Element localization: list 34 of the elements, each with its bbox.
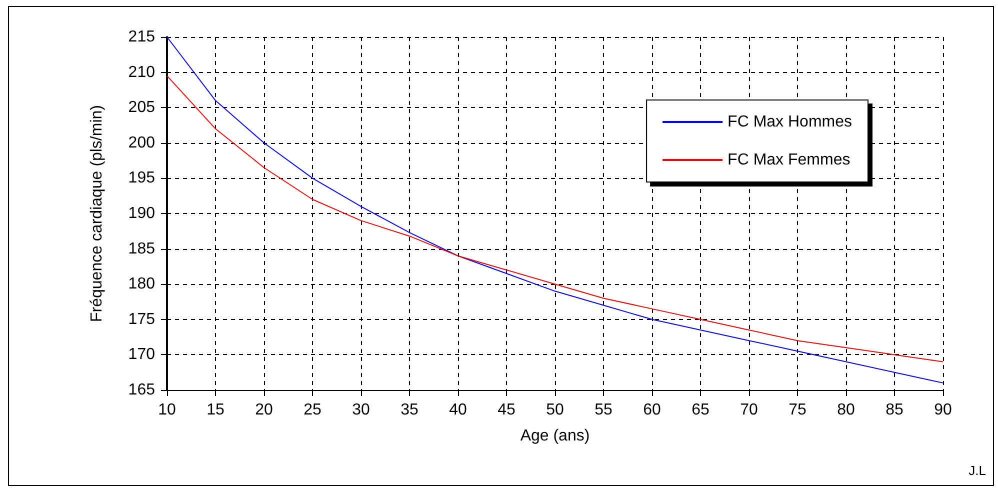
x-tick-label: 80 xyxy=(837,402,855,418)
y-tick-label: 175 xyxy=(128,310,156,328)
legend-label: FC Max Femmes xyxy=(728,152,850,168)
y-tick-label: 200 xyxy=(128,134,156,152)
y-tick-label: 190 xyxy=(128,205,156,222)
x-tick-label: 30 xyxy=(352,402,370,418)
x-tick-label: 60 xyxy=(643,402,661,418)
y-tick-label: 205 xyxy=(128,99,156,116)
y-tick-label: 185 xyxy=(128,240,156,258)
line-series xyxy=(166,75,944,362)
x-axis-title: Age (ans) xyxy=(520,428,590,444)
x-tick-label: 20 xyxy=(255,402,273,418)
y-tick-label: 210 xyxy=(128,64,156,81)
y-tick-label: 215 xyxy=(128,28,156,46)
x-tick-label: 25 xyxy=(304,402,322,418)
x-tick-label: 15 xyxy=(206,402,224,418)
y-tick-label: 195 xyxy=(128,170,156,187)
y-tick-label: 180 xyxy=(128,276,156,293)
x-tick-label: 75 xyxy=(788,402,806,418)
x-tick-label: 50 xyxy=(546,402,564,418)
y-tick-label: 170 xyxy=(128,346,156,364)
y-tick-label: 165 xyxy=(128,382,156,398)
text: J.L xyxy=(968,463,986,478)
x-tick-label: 40 xyxy=(449,402,467,418)
x-tick-label: 10 xyxy=(158,402,176,418)
x-tick-label: 85 xyxy=(886,402,904,418)
x-tick-label: 90 xyxy=(934,402,952,418)
x-tick-label: 55 xyxy=(594,402,612,418)
x-tick-label: 70 xyxy=(740,402,758,418)
x-tick-label: 45 xyxy=(498,402,516,418)
legend-label: FC Max Hommes xyxy=(728,114,852,130)
x-tick-label: 65 xyxy=(692,402,710,418)
y-axis-title: Fréquence cardiaque (pls/min) xyxy=(88,105,106,322)
x-tick-label: 35 xyxy=(400,402,418,418)
